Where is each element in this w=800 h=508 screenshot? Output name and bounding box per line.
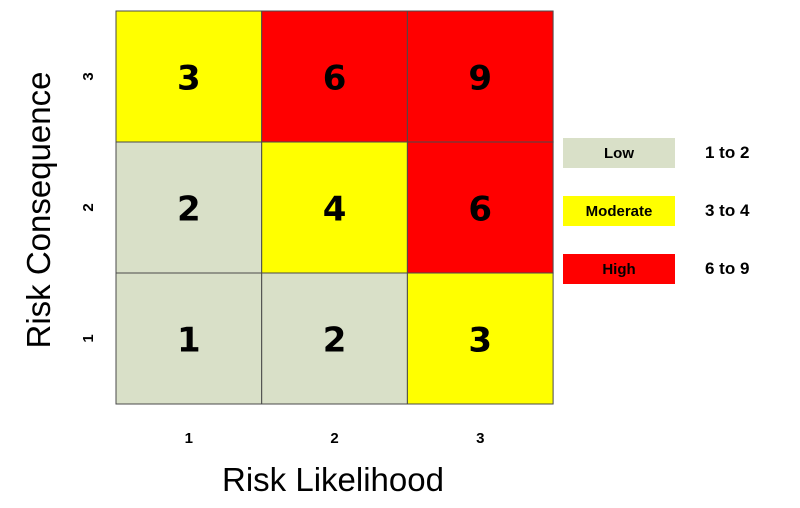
x-axis-title: Risk Likelihood (222, 461, 444, 498)
matrix-cell-value: 1 (177, 321, 201, 361)
matrix-cell-3-3 (406, 10, 554, 143)
matrix-cell-3-2 (406, 141, 554, 274)
matrix-cell-1-3 (115, 10, 263, 143)
x-tick-label: 1 (185, 430, 193, 447)
legend-item-moderate: Moderate 3 to 4 (563, 196, 783, 226)
legend-range-low: 1 to 2 (705, 143, 750, 162)
matrix-cell-value: 6 (323, 59, 347, 99)
matrix-cells: 1 2 3 2 4 6 3 6 9 (115, 10, 554, 405)
y-tick-label: 1 (80, 334, 97, 342)
legend-swatch-low: Low (563, 138, 675, 168)
axis-ticks: 1 2 3 1 2 3 (80, 72, 484, 447)
matrix-cell-2-3 (261, 10, 408, 143)
y-axis-title: Risk Consequence (20, 72, 57, 349)
x-tick-label: 3 (476, 430, 484, 447)
legend-range-moderate: 3 to 4 (705, 201, 750, 220)
legend-swatch-moderate: Moderate (563, 196, 675, 226)
matrix-cell-value: 4 (323, 190, 347, 230)
matrix-cell-1-1 (115, 272, 263, 405)
matrix-cell-value: 9 (468, 59, 492, 99)
legend-swatch-high: High (563, 254, 675, 284)
legend-item-high: High 6 to 9 (563, 254, 783, 284)
matrix-cell-value: 6 (468, 190, 492, 230)
matrix-cell-value: 3 (177, 59, 201, 99)
matrix-cell-value: 2 (323, 321, 347, 361)
matrix-cell-2-2 (261, 141, 408, 274)
legend-item-low: Low 1 to 2 (563, 138, 783, 168)
matrix-cell-3-1 (406, 272, 554, 405)
y-tick-label: 3 (80, 72, 97, 80)
legend-range-high: 6 to 9 (705, 259, 750, 278)
x-tick-label: 2 (330, 430, 338, 447)
y-tick-label: 2 (80, 203, 97, 211)
matrix-cell-value: 2 (177, 190, 201, 230)
matrix-cell-value: 3 (468, 321, 492, 361)
matrix-cell-2-1 (261, 272, 408, 405)
